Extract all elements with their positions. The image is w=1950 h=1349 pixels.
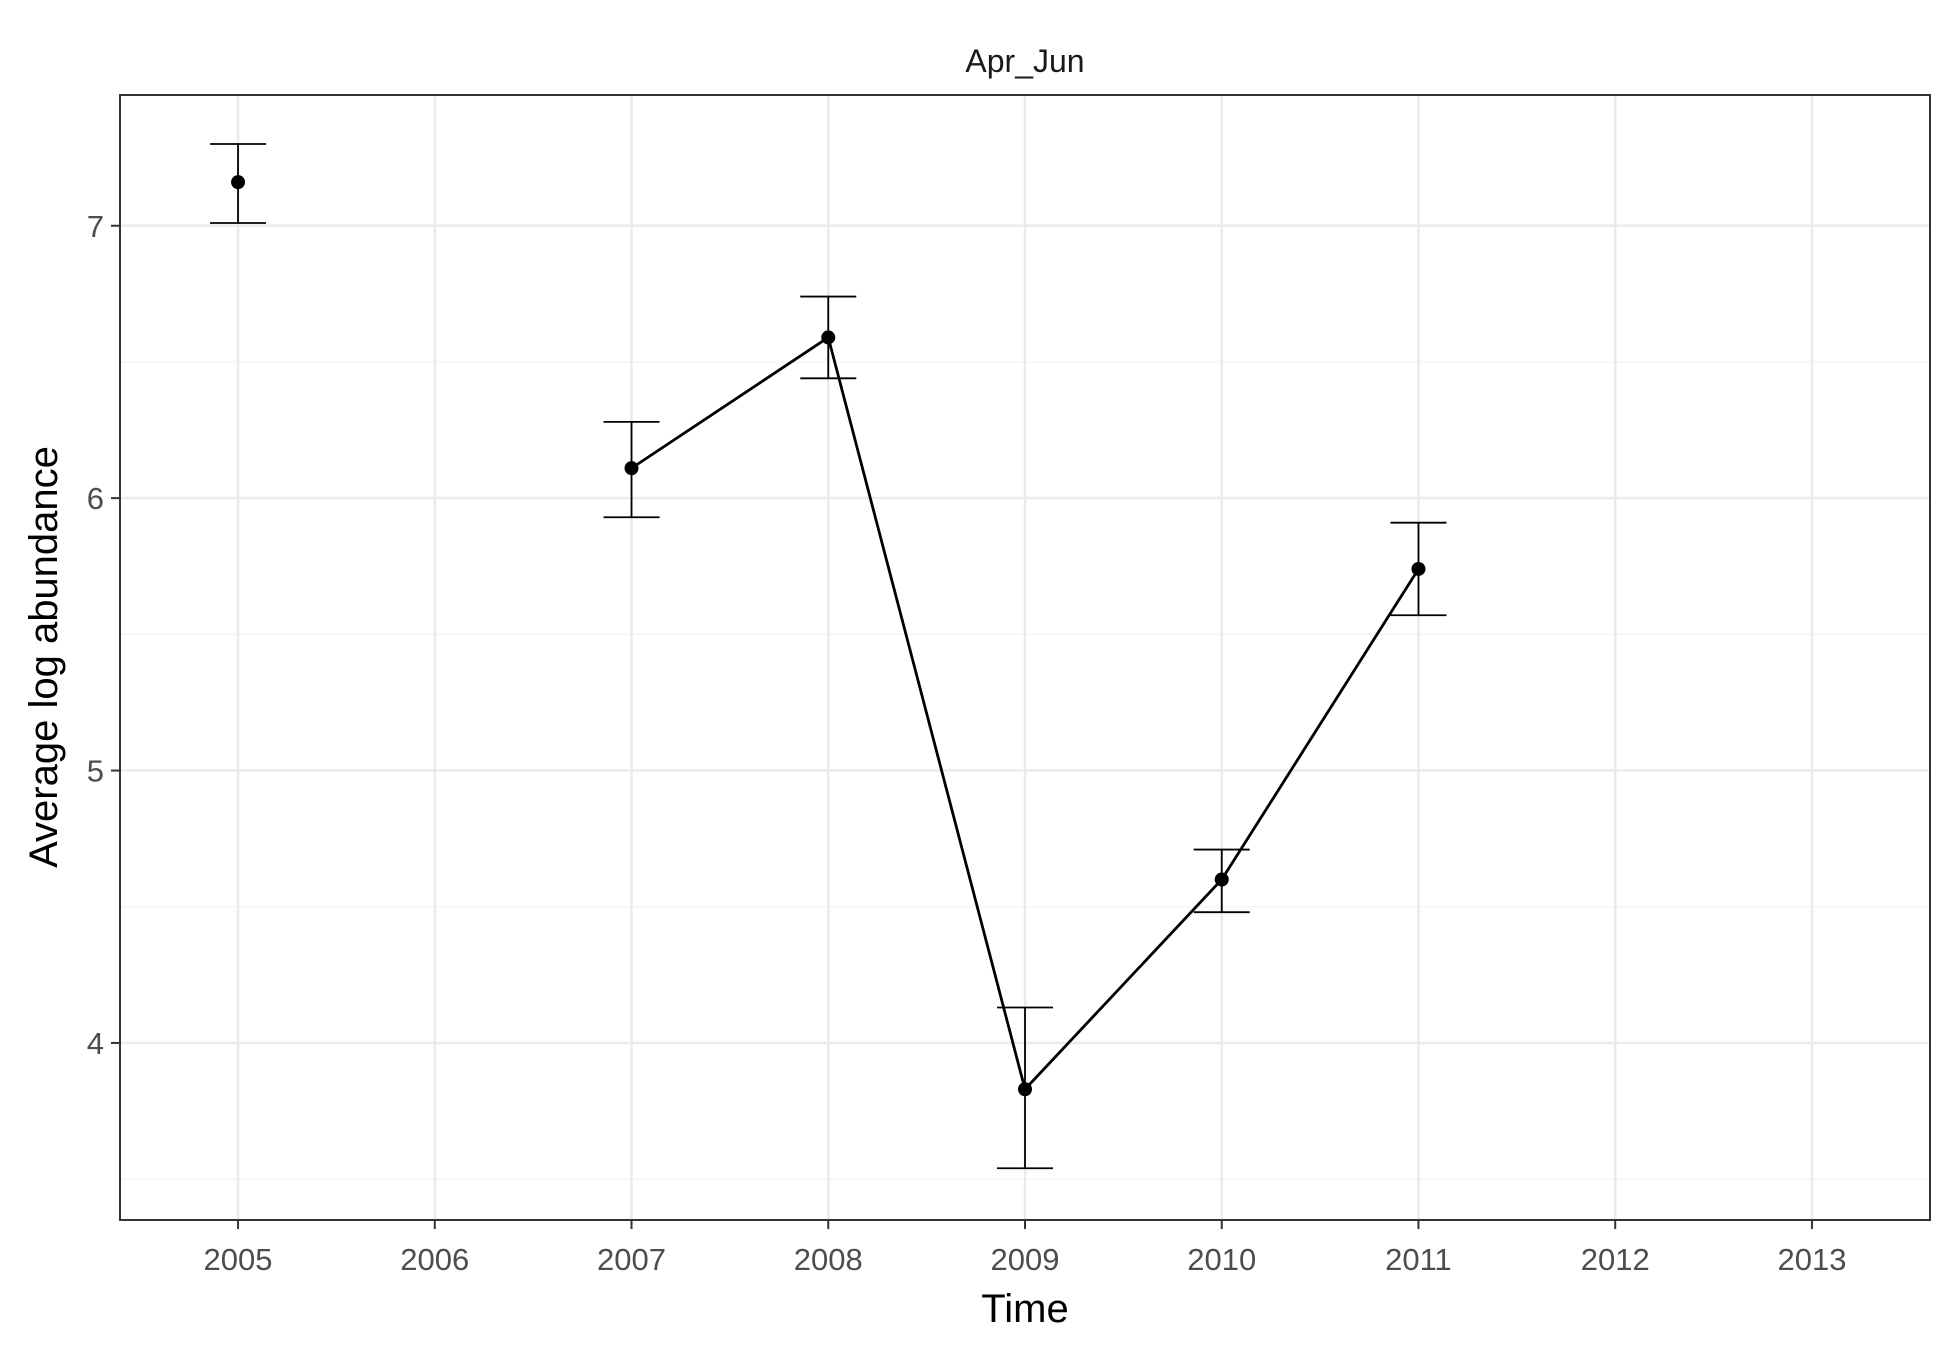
x-tick-label: 2009 — [991, 1242, 1060, 1277]
y-tick-label: 4 — [87, 1026, 104, 1061]
y-tick-label: 6 — [87, 481, 104, 516]
y-tick-label: 5 — [87, 754, 104, 789]
x-axis-title: Time — [981, 1287, 1068, 1331]
x-tick-label: 2005 — [204, 1242, 273, 1277]
x-tick-label: 2012 — [1581, 1242, 1650, 1277]
data-point — [821, 330, 836, 345]
tick-layer: 2005 2006 2007 2008 2009 2010 2011 2012 2013 4 5 6 7 — [87, 209, 1847, 1277]
x-tick-label: 2013 — [1777, 1242, 1846, 1277]
data-point — [1018, 1082, 1032, 1097]
data-point — [231, 175, 246, 190]
x-tick-label: 2008 — [794, 1242, 863, 1277]
y-tick-label: 7 — [87, 209, 104, 244]
data-point — [1214, 872, 1229, 887]
x-tick-label: 2010 — [1187, 1242, 1256, 1277]
data-point — [1411, 561, 1426, 576]
data-layer — [210, 143, 1447, 1170]
x-tick-label: 2006 — [400, 1242, 469, 1277]
x-tick-label: 2011 — [1385, 1242, 1452, 1277]
chart-title: Apr_Jun — [965, 43, 1084, 79]
x-tick-label: 2007 — [597, 1242, 666, 1277]
y-axis-title: Average log abundance — [22, 446, 66, 868]
data-point — [624, 461, 639, 476]
